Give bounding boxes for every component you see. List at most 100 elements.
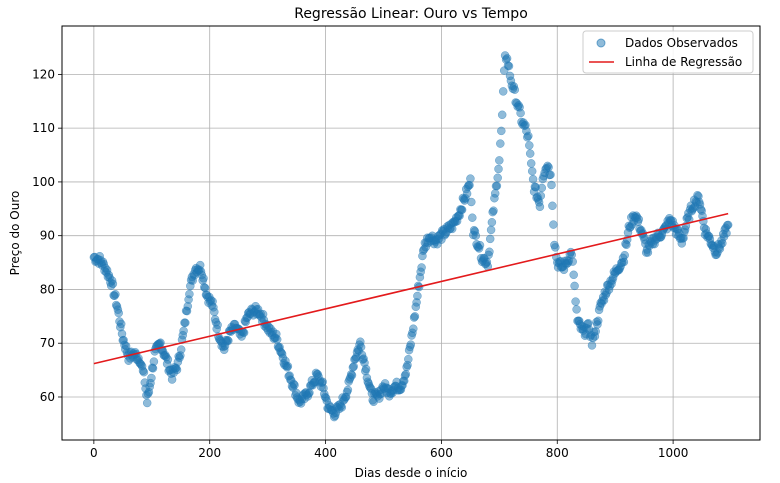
data-point bbox=[356, 342, 366, 352]
data-point bbox=[290, 380, 299, 390]
data-point bbox=[571, 297, 580, 306]
data-point bbox=[401, 369, 411, 379]
y-tick-label: 70 bbox=[40, 336, 55, 350]
data-point bbox=[587, 341, 597, 350]
data-point bbox=[404, 354, 413, 364]
data-point bbox=[570, 281, 579, 291]
data-point bbox=[524, 131, 533, 141]
data-point bbox=[172, 365, 182, 375]
data-point bbox=[272, 335, 282, 344]
data-point bbox=[111, 290, 120, 299]
data-point bbox=[349, 362, 358, 371]
data-point bbox=[568, 257, 577, 266]
scatter-points bbox=[89, 51, 733, 422]
legend: Dados Observados Linha de Regressão bbox=[582, 30, 754, 74]
x-tick-label: 400 bbox=[314, 446, 337, 460]
x-tick-label: 800 bbox=[546, 446, 569, 460]
data-point bbox=[495, 156, 504, 165]
legend-label-observed: Dados Observados bbox=[625, 36, 738, 50]
data-point bbox=[108, 279, 118, 289]
data-point bbox=[722, 228, 731, 238]
data-point bbox=[489, 206, 498, 215]
legend-scatter-marker bbox=[596, 38, 606, 48]
data-point bbox=[139, 367, 149, 377]
data-point bbox=[176, 345, 186, 354]
data-point bbox=[504, 61, 514, 71]
regression-line-layer bbox=[93, 212, 729, 365]
data-point bbox=[343, 385, 353, 395]
data-point bbox=[535, 202, 545, 212]
data-point bbox=[502, 54, 512, 63]
legend-box bbox=[582, 30, 754, 74]
data-point bbox=[569, 270, 578, 280]
data-point bbox=[549, 220, 558, 229]
data-point bbox=[497, 110, 507, 120]
data-point bbox=[526, 159, 536, 168]
data-point bbox=[528, 174, 538, 184]
y-tick-label: 90 bbox=[40, 229, 55, 243]
y-tick-label: 100 bbox=[32, 175, 55, 189]
x-axis-title: Dias desde o início bbox=[355, 466, 468, 480]
data-point bbox=[572, 305, 581, 314]
data-point bbox=[409, 324, 418, 333]
data-point bbox=[181, 318, 190, 328]
data-point bbox=[239, 328, 249, 337]
data-point bbox=[462, 189, 472, 198]
legend-label-regression: Linha de Regressão bbox=[625, 55, 742, 69]
data-point bbox=[493, 173, 502, 183]
x-tick-label: 1000 bbox=[658, 446, 689, 460]
data-point bbox=[142, 398, 152, 408]
data-point bbox=[410, 312, 420, 321]
data-point bbox=[544, 163, 553, 172]
regression-line bbox=[93, 212, 729, 365]
data-point bbox=[116, 319, 126, 329]
data-point bbox=[525, 149, 535, 158]
data-point bbox=[548, 201, 557, 211]
y-tick-label: 120 bbox=[32, 67, 55, 81]
data-point bbox=[536, 191, 546, 201]
data-point bbox=[498, 87, 508, 96]
data-point bbox=[471, 231, 481, 240]
data-point bbox=[527, 166, 537, 176]
data-point bbox=[485, 247, 494, 257]
y-axis-ticks: 60 70 80 90 100 110 120 bbox=[32, 67, 62, 404]
data-point bbox=[185, 289, 194, 299]
data-point bbox=[347, 370, 357, 380]
data-point bbox=[213, 320, 222, 330]
data-point bbox=[497, 126, 506, 136]
data-point bbox=[163, 355, 173, 364]
data-point bbox=[199, 274, 208, 283]
data-point bbox=[593, 316, 603, 326]
chart-title: Regressão Linear: Ouro vs Tempo bbox=[294, 6, 528, 22]
data-point bbox=[546, 170, 555, 179]
data-point bbox=[485, 234, 495, 244]
plot-frame bbox=[61, 25, 761, 441]
y-tick-label: 60 bbox=[40, 390, 55, 404]
data-point bbox=[634, 215, 644, 224]
data-point bbox=[516, 108, 525, 118]
data-point bbox=[361, 364, 371, 374]
data-point bbox=[466, 174, 475, 183]
data-point bbox=[149, 357, 159, 366]
x-tick-label: 600 bbox=[430, 446, 453, 460]
data-point bbox=[413, 291, 422, 301]
data-point bbox=[210, 307, 219, 317]
data-point bbox=[487, 218, 497, 227]
data-point bbox=[723, 220, 733, 230]
data-point bbox=[492, 181, 502, 191]
data-point bbox=[496, 139, 505, 148]
data-point bbox=[510, 85, 520, 94]
data-point bbox=[305, 388, 314, 398]
data-point bbox=[468, 213, 477, 222]
data-point bbox=[147, 373, 156, 383]
data-point bbox=[620, 250, 629, 260]
data-point bbox=[475, 240, 485, 250]
y-tick-label: 80 bbox=[40, 282, 55, 296]
y-axis-title: Preço do Ouro bbox=[8, 191, 22, 276]
data-point bbox=[486, 225, 496, 235]
data-point bbox=[224, 336, 233, 346]
data-point bbox=[283, 361, 293, 371]
x-tick-label: 200 bbox=[198, 446, 221, 460]
data-point bbox=[537, 183, 547, 193]
